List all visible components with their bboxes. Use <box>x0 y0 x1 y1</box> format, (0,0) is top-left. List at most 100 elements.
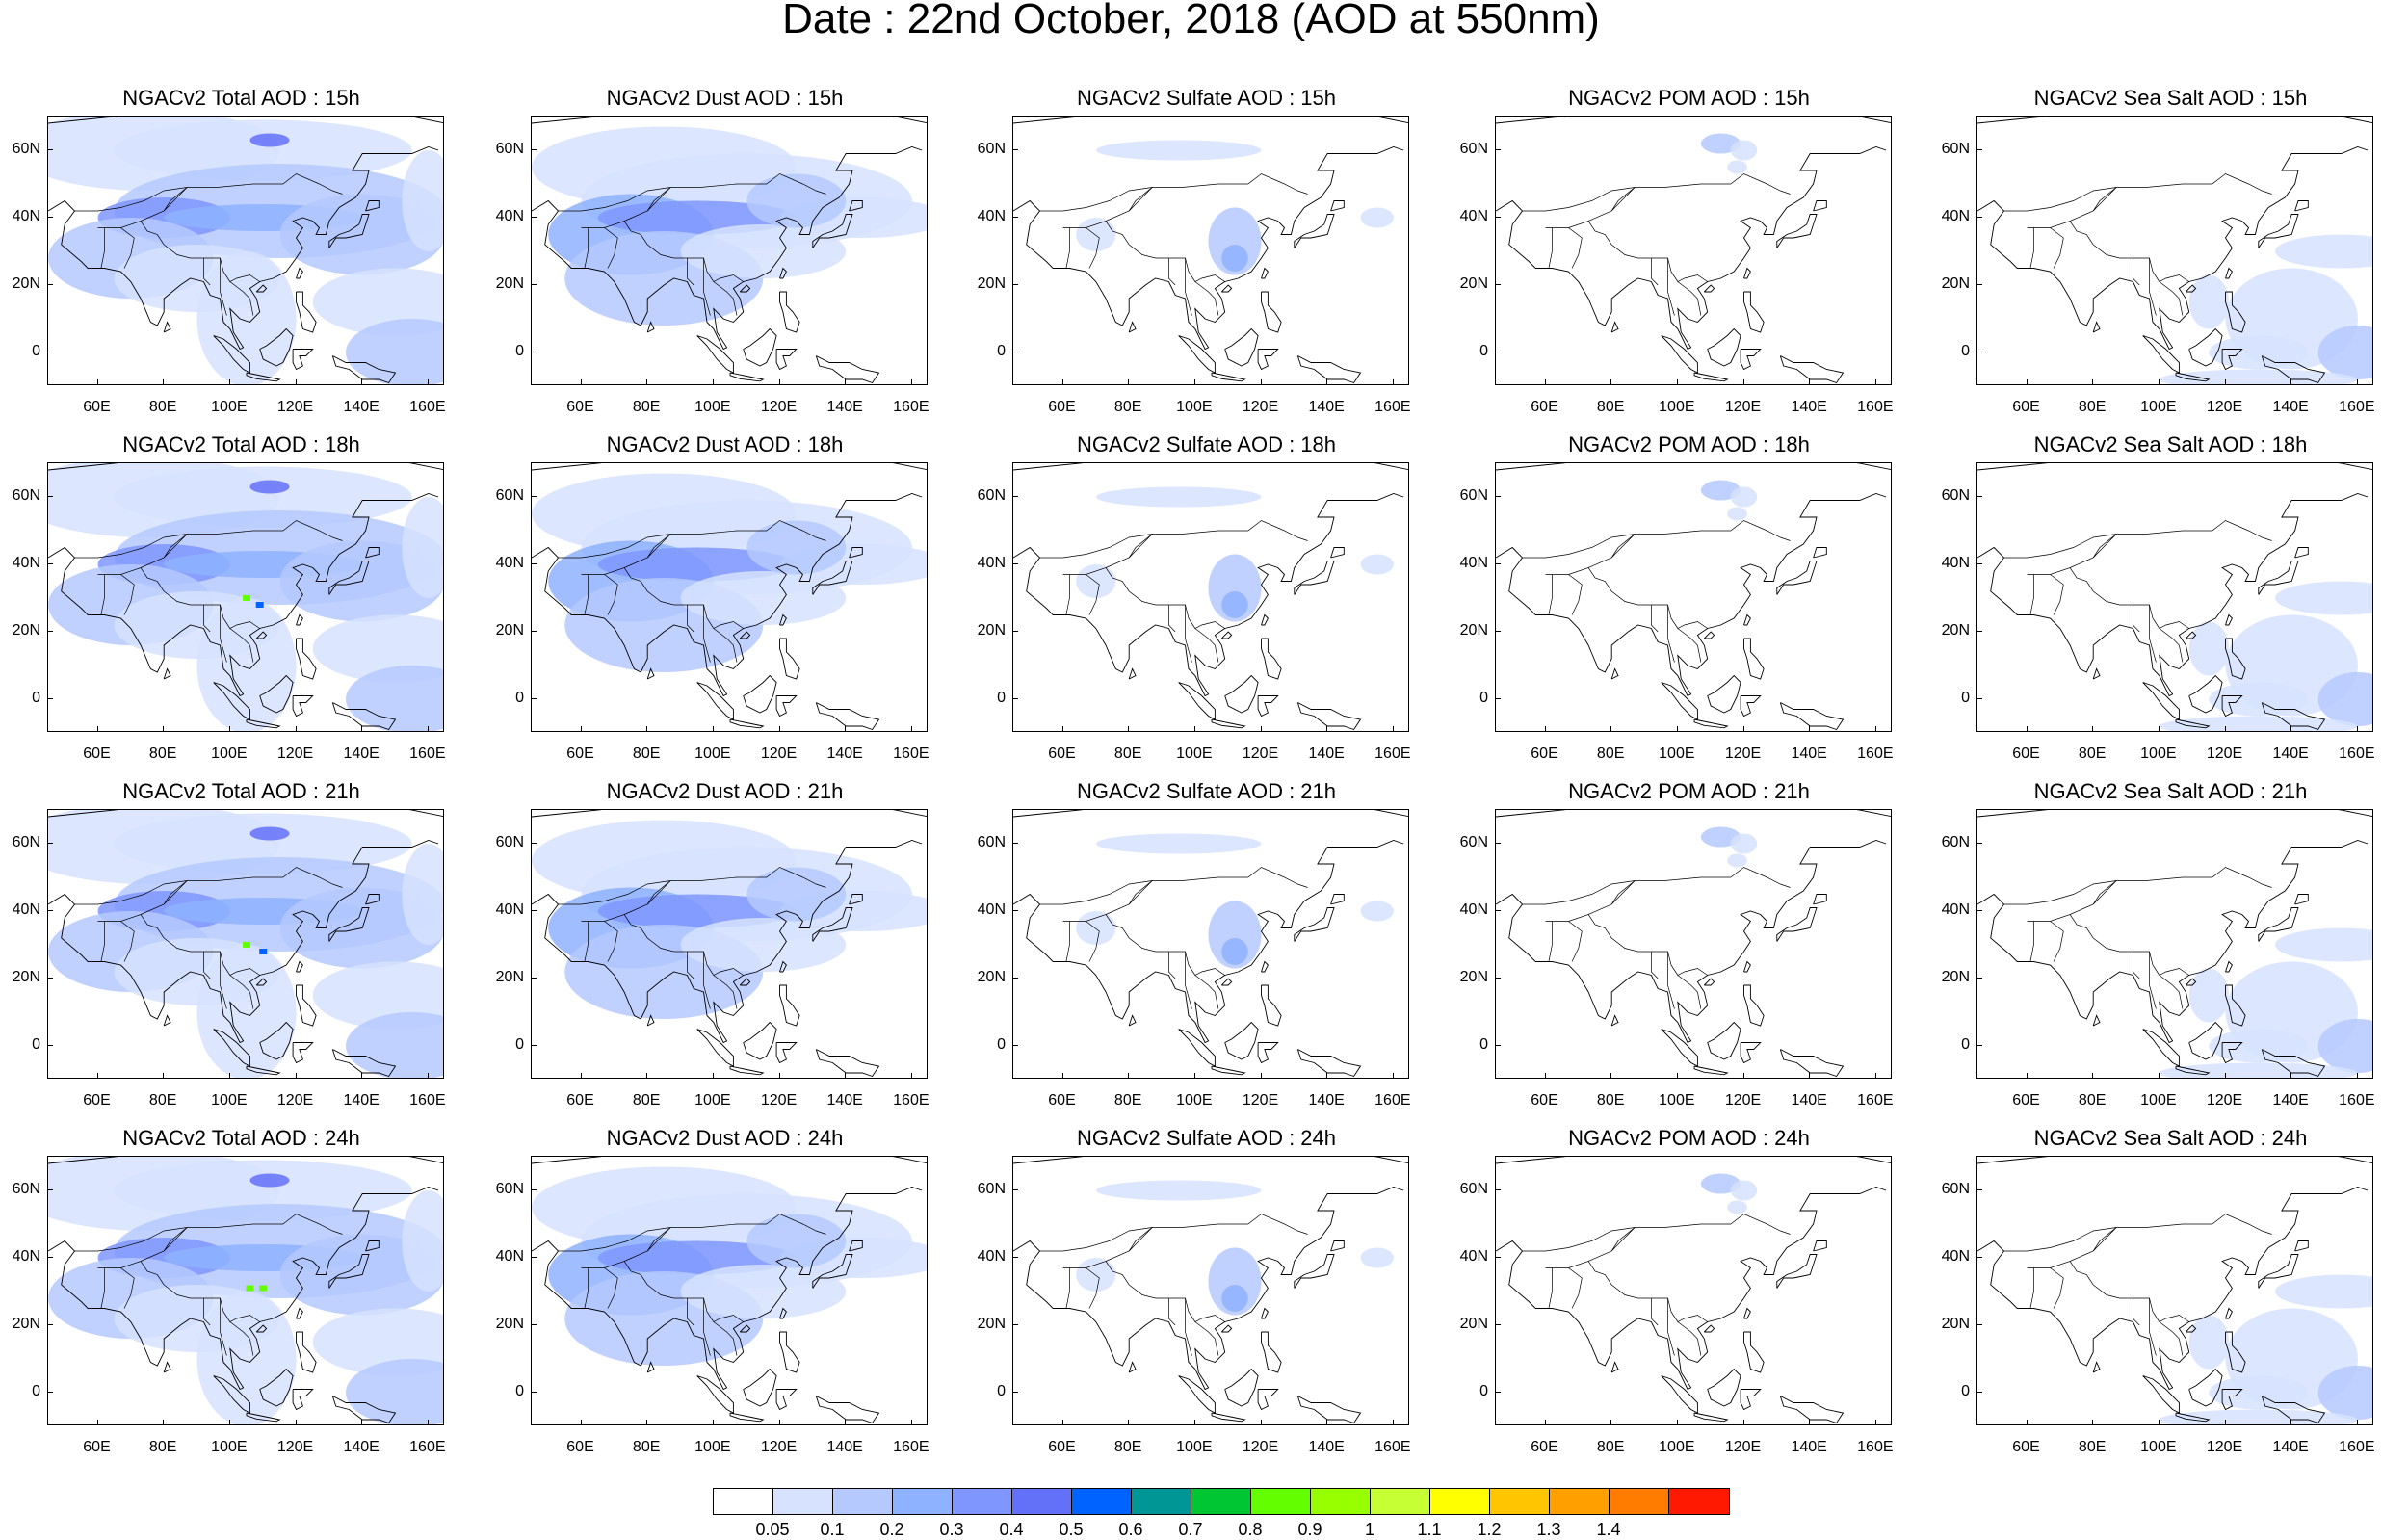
coastline <box>1693 1412 1729 1423</box>
aod-field-patch <box>2317 672 2372 726</box>
lat-tick-label: 40N <box>12 1248 40 1265</box>
lon-tick <box>2092 1420 2094 1425</box>
lon-tick-label: 140E <box>343 1439 380 1455</box>
map-panel-seasalt-18h: NGACv2 Sea Salt AOD : 18h 60N 40N 20N 0 60E 80… <box>1929 433 2382 780</box>
country-border <box>1128 880 1153 905</box>
coastline <box>1220 631 1233 639</box>
lon-tick-label: 160E <box>409 745 446 762</box>
coastline <box>163 667 171 680</box>
lon-tick <box>295 379 297 385</box>
lon-tick-label: 80E <box>632 1092 661 1109</box>
country-border <box>1545 221 1708 282</box>
coastline <box>1743 613 1751 626</box>
country-border <box>1677 628 1702 663</box>
lon-tick <box>2356 1420 2358 1425</box>
coastline <box>1261 1331 1282 1373</box>
lat-tick-label: 0 <box>1479 343 1488 359</box>
panel-title: NGACv2 Dust AOD : 24h <box>606 1126 844 1150</box>
lat-tick-label: 0 <box>1479 1036 1488 1053</box>
lon-tick <box>2026 1420 2028 1425</box>
lon-tick-label: 80E <box>2078 1439 2107 1455</box>
lon-tick-label: 80E <box>148 1439 177 1455</box>
lat-tick <box>1012 149 1018 150</box>
lon-tick <box>646 1073 648 1079</box>
country-border <box>74 1227 188 1252</box>
country-border <box>1194 281 1219 316</box>
lat-tick <box>1976 843 1982 844</box>
country-border <box>623 1214 826 1262</box>
aod-field-patch <box>2188 1315 2229 1370</box>
coastline <box>255 1324 268 1333</box>
coastline <box>779 1331 800 1373</box>
lat-tick <box>1012 978 1018 979</box>
lat-tick-label: 60N <box>1459 834 1488 850</box>
lat-tick-label: 40N <box>495 208 524 224</box>
coastline <box>1178 682 1216 720</box>
lon-tick <box>2224 1073 2226 1079</box>
coastline <box>331 355 397 384</box>
aod-field-patch <box>312 614 443 683</box>
country-border <box>97 914 260 976</box>
country-border <box>1105 520 1308 568</box>
map-panel-total-24h: NGACv2 Total AOD : 24h 60N 40N 20N 0 60E 80E 10… <box>0 1127 483 1474</box>
lon-tick-label: 100E <box>1176 399 1213 415</box>
coastline <box>246 1412 281 1423</box>
lon-tick <box>2290 1420 2292 1425</box>
lon-tick <box>778 1420 780 1425</box>
coastline <box>2188 327 2223 367</box>
aod-field-patch <box>1095 1180 1262 1201</box>
lon-tick-label: 120E <box>1724 745 1762 762</box>
colorbar-swatch <box>714 1489 773 1514</box>
country-border <box>1568 227 1583 269</box>
coastline <box>2225 984 2246 1027</box>
coastline <box>1496 1187 1887 1391</box>
lat-tick <box>1495 496 1501 497</box>
coastline <box>1128 667 1137 680</box>
coastline <box>48 810 443 818</box>
aod-field-patch <box>1076 564 1116 598</box>
lat-tick-label: 20N <box>977 622 1006 639</box>
coastline <box>2175 718 2211 729</box>
coastline <box>532 1157 927 1164</box>
panel-title: NGACv2 Sea Salt AOD : 15h <box>2033 86 2308 110</box>
coastline <box>1496 1157 1891 1164</box>
panel-title: NGACv2 POM AOD : 21h <box>1568 779 1810 803</box>
lat-tick-label: 40N <box>977 208 1006 224</box>
colorbar-label: 1.2 <box>1477 1520 1502 1539</box>
country-border <box>703 258 711 316</box>
coastline <box>1693 718 1729 729</box>
aod-field-patch <box>346 319 443 384</box>
lat-tick-label: 0 <box>1961 343 1970 359</box>
coastline <box>1330 894 1345 905</box>
map-panel-dust-15h: NGACv2 Dust AOD : 15h 60N 40N 20N 0 60E 80E 100… <box>484 87 966 433</box>
coastline <box>1496 146 1887 351</box>
coastline <box>1330 200 1345 212</box>
lat-tick <box>1976 698 1982 699</box>
colorbar-swatch <box>1430 1489 1490 1514</box>
coastline <box>1977 1157 2372 1164</box>
aod-field-patch <box>1208 207 1262 275</box>
lon-tick <box>712 726 714 732</box>
coastline <box>775 349 798 371</box>
lon-tick <box>361 726 363 732</box>
coastline <box>255 978 268 986</box>
country-border <box>229 1321 254 1356</box>
lat-tick-label: 60N <box>12 834 40 850</box>
coastline <box>1013 1187 1404 1391</box>
colorbar-swatch <box>1371 1489 1430 1514</box>
map-panel-pom-18h: NGACv2 POM AOD : 18h 60N 40N 20N 0 60E 80E 100E… <box>1448 433 1930 780</box>
lon-tick-label: 60E <box>1531 1439 1558 1455</box>
lon-tick-label: 160E <box>1857 1092 1894 1109</box>
lon-tick-label: 160E <box>409 399 446 415</box>
lon-tick-label: 60E <box>566 745 594 762</box>
lon-tick <box>427 1073 429 1079</box>
lat-tick <box>1976 910 1982 911</box>
country-border <box>2003 534 2117 559</box>
country-border <box>229 628 254 663</box>
lat-tick-label: 0 <box>997 1036 1006 1053</box>
lon-tick-label: 60E <box>83 1092 111 1109</box>
country-border <box>74 534 188 559</box>
country-border <box>97 221 260 282</box>
aod-field-patch <box>402 150 443 251</box>
coastline <box>532 117 927 124</box>
